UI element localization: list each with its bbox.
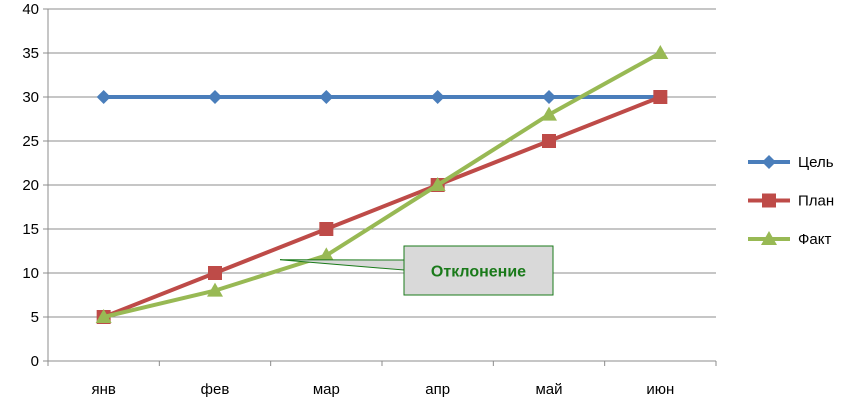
y-tick-label: 30 bbox=[22, 89, 39, 106]
x-tick-label: янв bbox=[91, 381, 115, 398]
series-line bbox=[102, 95, 662, 319]
data-point bbox=[542, 90, 556, 104]
data-point bbox=[207, 282, 223, 297]
legend-marker bbox=[762, 193, 776, 208]
legend-label: Цель bbox=[798, 154, 834, 171]
data-point bbox=[208, 266, 222, 280]
y-tick-label: 35 bbox=[22, 45, 39, 62]
series-line bbox=[103, 51, 662, 319]
data-point bbox=[318, 247, 335, 262]
y-tick-label: 25 bbox=[22, 133, 39, 150]
data-point bbox=[429, 177, 446, 191]
legend-marker bbox=[761, 231, 777, 245]
x-tick-label: июн bbox=[646, 381, 674, 398]
data-point bbox=[653, 90, 668, 104]
legend-entry-2: Факт bbox=[748, 231, 831, 248]
data-point bbox=[319, 222, 334, 236]
y-tick-label: 10 bbox=[22, 265, 39, 282]
legend-marker bbox=[762, 155, 776, 169]
y-tick-label: 40 bbox=[22, 1, 39, 18]
data-point bbox=[208, 90, 222, 104]
callout-0: Отклонение bbox=[279, 245, 554, 296]
data-point bbox=[652, 45, 669, 59]
data-point bbox=[96, 90, 111, 104]
data-point bbox=[319, 90, 334, 104]
legend-label: Факт bbox=[798, 231, 831, 248]
x-tick-label: фев bbox=[201, 381, 230, 398]
y-tick-label: 5 bbox=[31, 309, 39, 326]
x-tick-label: апр bbox=[425, 381, 450, 398]
x-tick-label: май bbox=[535, 381, 562, 398]
data-point bbox=[95, 309, 112, 323]
series-1 bbox=[96, 90, 668, 324]
data-point bbox=[541, 106, 557, 121]
y-tick-label: 15 bbox=[22, 221, 39, 238]
data-point bbox=[542, 134, 556, 148]
legend-label: План bbox=[798, 193, 834, 210]
legend-entry-0: Цель bbox=[748, 154, 834, 171]
y-tick-label: 0 bbox=[31, 353, 39, 370]
callout-text: Отклонение bbox=[431, 264, 526, 281]
callout-box bbox=[403, 245, 554, 296]
series-2 bbox=[95, 45, 669, 323]
y-tick-label: 20 bbox=[22, 177, 39, 194]
legend-entry-1: План bbox=[748, 193, 834, 210]
data-point bbox=[430, 90, 445, 104]
x-tick-label: мар bbox=[313, 381, 340, 398]
